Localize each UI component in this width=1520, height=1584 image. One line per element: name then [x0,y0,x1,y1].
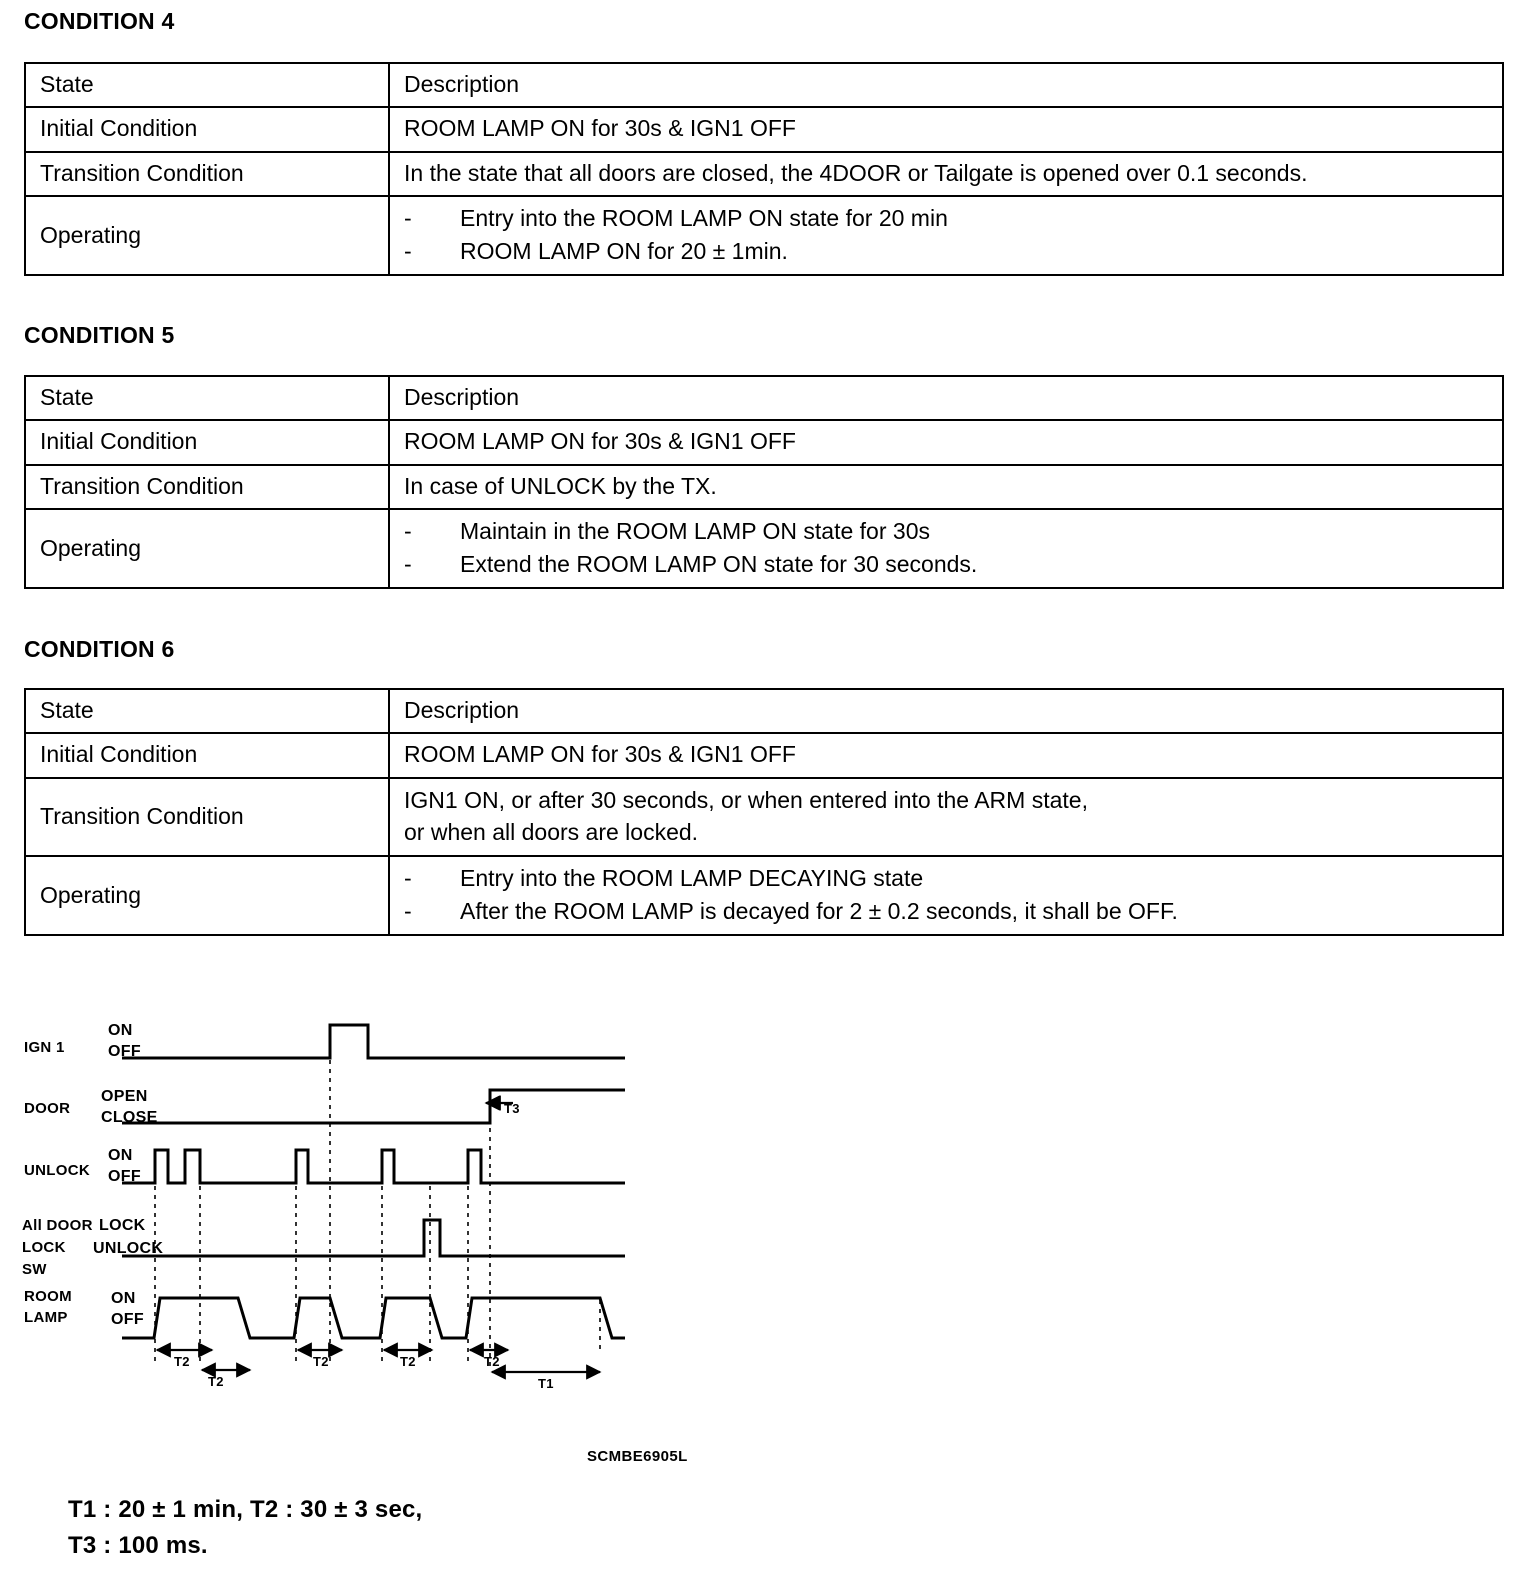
header-description: Description [388,687,1504,735]
row-label-transition-condition: Transition Condition [24,776,390,858]
state-label-room-lamp-off: OFF [111,1311,144,1328]
signal-label-ign1: IGN 1 [24,1039,65,1056]
bullet-text: Entry into the ROOM LAMP ON state for 20… [460,205,948,232]
marker-label-t2-2: T2 [208,1374,224,1389]
row-value-initial-condition: ROOM LAMP ON for 30s & IGN1 OFF [388,419,1504,466]
bullet-dash-icon: - [404,865,412,892]
row-label-initial-condition: Initial Condition [24,106,390,153]
waveform-door [122,1088,625,1125]
condition-4-title: CONDITION 4 [24,8,175,34]
bullet-dash-icon: - [404,238,412,265]
table-row: Transition Condition In case of UNLOCK b… [24,463,1504,511]
signal-label-door: DOOR [24,1100,71,1117]
row-value-transition-condition: In the state that all doors are closed, … [388,150,1504,198]
row-value-operating: - Entry into the ROOM LAMP DECAYING stat… [388,855,1504,937]
state-label-ign1-off: OFF [108,1043,141,1060]
bullet-dash-icon: - [404,898,412,925]
signal-label-room-lamp-line2: LAMP [24,1309,68,1326]
transition-line-1: IGN1 ON, or after 30 seconds, or when en… [404,786,1088,813]
list-item: - Entry into the ROOM LAMP ON state for … [404,203,1492,234]
state-label-room-lamp-on: ON [111,1290,136,1307]
bullet-text: Maintain in the ROOM LAMP ON state for 3… [460,518,930,545]
table-row: Operating - Entry into the ROOM LAMP ON … [24,195,1504,277]
header-state: State [24,61,390,109]
marker-label-t1: T1 [538,1376,554,1391]
row-label-operating: Operating [24,195,390,277]
row-label-operating: Operating [24,508,390,590]
bullet-dash-icon: - [404,518,412,545]
waveform-all-door-lock-sw [122,1218,625,1258]
table-row: Initial Condition ROOM LAMP ON for 30s &… [24,419,1504,466]
header-state: State [24,374,390,422]
marker-label-t2-1: T2 [174,1354,190,1369]
state-label-lock: LOCK [99,1217,146,1234]
header-description: Description [388,374,1504,422]
row-value-initial-condition: ROOM LAMP ON for 30s & IGN1 OFF [388,106,1504,153]
header-state: State [24,687,390,735]
state-label-unlock-on: ON [108,1147,133,1164]
marker-label-t2-4: T2 [400,1354,416,1369]
table-row: Transition Condition IGN1 ON, or after 3… [24,776,1504,858]
signal-label-all-door-lock-sw-line2: LOCK [22,1239,66,1256]
bullet-text: Extend the ROOM LAMP ON state for 30 sec… [460,551,978,578]
condition-5-table: State Description Initial Condition ROOM… [24,374,1504,590]
bullet-text: After the ROOM LAMP is decayed for 2 ± 0… [460,898,1178,925]
signal-label-room-lamp-line1: ROOM [24,1288,72,1305]
waveform-room-lamp [122,1296,625,1340]
list-item: - ROOM LAMP ON for 20 ± 1min. [404,236,1492,267]
table-row: Initial Condition ROOM LAMP ON for 30s &… [24,106,1504,153]
waveform-ign1 [122,1023,625,1060]
marker-label-t3: T3 [504,1101,520,1116]
waveform-unlock [122,1148,625,1185]
row-label-transition-condition: Transition Condition [24,150,390,198]
signal-label-all-door-lock-sw-line1: All DOOR [22,1217,93,1234]
state-label-unlock-off: OFF [108,1168,141,1185]
row-label-transition-condition: Transition Condition [24,463,390,511]
table-row: Operating - Entry into the ROOM LAMP DEC… [24,855,1504,937]
table-header-row: State Description [24,687,1504,735]
state-label-door-open: OPEN [101,1088,148,1105]
condition-5-title: CONDITION 5 [24,322,175,348]
footnote-line-2: T3 : 100 ms. [68,1532,208,1559]
marker-label-t2-3: T2 [313,1354,329,1369]
bullet-text: Entry into the ROOM LAMP DECAYING state [460,865,924,892]
waveform-graphics [122,1023,625,1380]
row-label-operating: Operating [24,855,390,937]
row-label-initial-condition: Initial Condition [24,419,390,466]
list-item: - After the ROOM LAMP is decayed for 2 ±… [404,896,1492,927]
bullet-dash-icon: - [404,551,412,578]
table-row: Initial Condition ROOM LAMP ON for 30s &… [24,732,1504,779]
table-header-row: State Description [24,61,1504,109]
figure-caption: SCMBE6905L [587,1448,688,1465]
bullet-text: ROOM LAMP ON for 20 ± 1min. [460,238,788,265]
marker-label-t2-5: T2 [484,1354,500,1369]
condition-6-title: CONDITION 6 [24,636,175,662]
signal-label-unlock: UNLOCK [24,1162,90,1179]
bullet-dash-icon: - [404,205,412,232]
header-description: Description [388,61,1504,109]
table-row: Transition Condition In the state that a… [24,150,1504,198]
timing-diagram: IGN 1 DOOR UNLOCK All DOOR LOCK SW ROOM … [0,998,760,1398]
guide-lines [154,1060,601,1366]
table-header-row: State Description [24,374,1504,422]
condition-4-table: State Description Initial Condition ROOM… [24,61,1504,277]
row-value-operating: - Entry into the ROOM LAMP ON state for … [388,195,1504,277]
list-item: - Extend the ROOM LAMP ON state for 30 s… [404,549,1492,580]
row-value-initial-condition: ROOM LAMP ON for 30s & IGN1 OFF [388,732,1504,779]
state-label-unlock-sw: UNLOCK [93,1240,164,1257]
condition-6-table: State Description Initial Condition ROOM… [24,687,1504,937]
table-row: Operating - Maintain in the ROOM LAMP ON… [24,508,1504,590]
signal-label-all-door-lock-sw-line3: SW [22,1261,47,1278]
list-item: - Maintain in the ROOM LAMP ON state for… [404,516,1492,547]
state-label-ign1-on: ON [108,1022,133,1039]
marker-arrows-room-lamp [155,1342,602,1380]
row-label-initial-condition: Initial Condition [24,732,390,779]
list-item: - Entry into the ROOM LAMP DECAYING stat… [404,863,1492,894]
transition-line-2: or when all doors are locked. [404,818,699,845]
row-value-transition-condition: In case of UNLOCK by the TX. [388,463,1504,511]
footnote-line-1: T1 : 20 ± 1 min, T2 : 30 ± 3 sec, [68,1496,423,1523]
row-value-operating: - Maintain in the ROOM LAMP ON state for… [388,508,1504,590]
row-value-transition-condition: IGN1 ON, or after 30 seconds, or when en… [388,776,1504,858]
